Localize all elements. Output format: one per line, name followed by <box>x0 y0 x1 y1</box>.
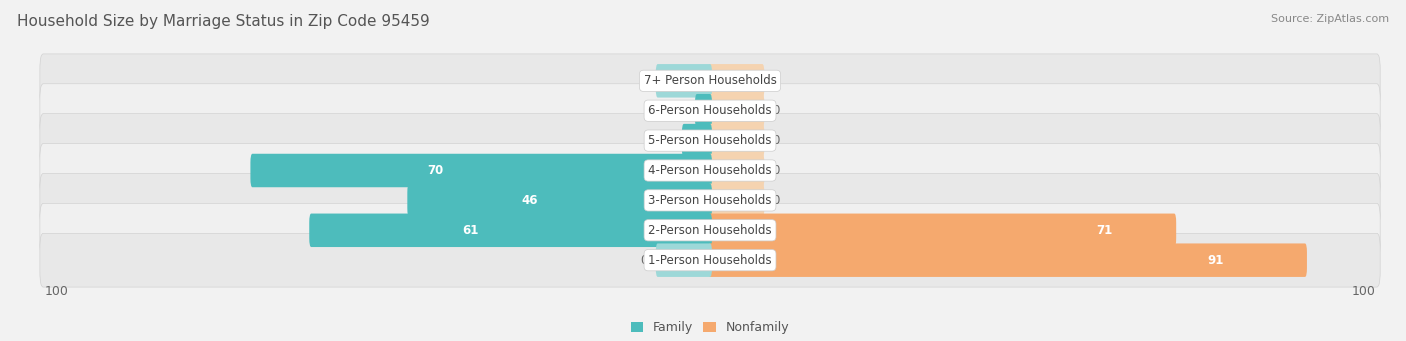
Text: 4: 4 <box>664 134 671 147</box>
Text: 46: 46 <box>522 194 538 207</box>
FancyBboxPatch shape <box>709 184 765 217</box>
Text: 0: 0 <box>772 134 779 147</box>
Text: 0: 0 <box>641 74 648 87</box>
FancyBboxPatch shape <box>709 124 765 157</box>
FancyBboxPatch shape <box>39 203 1381 257</box>
Text: 0: 0 <box>772 194 779 207</box>
FancyBboxPatch shape <box>408 184 711 217</box>
Text: Household Size by Marriage Status in Zip Code 95459: Household Size by Marriage Status in Zip… <box>17 14 430 29</box>
Text: 70: 70 <box>427 164 443 177</box>
Text: 2-Person Households: 2-Person Households <box>648 224 772 237</box>
Text: 71: 71 <box>1097 224 1112 237</box>
Text: 5-Person Households: 5-Person Households <box>648 134 772 147</box>
FancyBboxPatch shape <box>309 213 711 247</box>
Text: 0: 0 <box>772 74 779 87</box>
Text: 2: 2 <box>676 104 683 117</box>
Text: 91: 91 <box>1208 254 1225 267</box>
FancyBboxPatch shape <box>655 64 711 98</box>
Legend: Family, Nonfamily: Family, Nonfamily <box>631 322 789 335</box>
Text: Source: ZipAtlas.com: Source: ZipAtlas.com <box>1271 14 1389 24</box>
FancyBboxPatch shape <box>655 243 711 277</box>
Text: 1-Person Households: 1-Person Households <box>648 254 772 267</box>
FancyBboxPatch shape <box>39 114 1381 167</box>
FancyBboxPatch shape <box>39 54 1381 108</box>
Text: 6-Person Households: 6-Person Households <box>648 104 772 117</box>
FancyBboxPatch shape <box>250 154 711 187</box>
FancyBboxPatch shape <box>39 84 1381 138</box>
FancyBboxPatch shape <box>709 213 1177 247</box>
FancyBboxPatch shape <box>682 124 711 157</box>
FancyBboxPatch shape <box>39 174 1381 227</box>
FancyBboxPatch shape <box>709 94 765 128</box>
FancyBboxPatch shape <box>695 94 711 128</box>
Text: 61: 61 <box>463 224 479 237</box>
Text: 0: 0 <box>641 254 648 267</box>
FancyBboxPatch shape <box>39 233 1381 287</box>
FancyBboxPatch shape <box>39 144 1381 197</box>
Text: 4-Person Households: 4-Person Households <box>648 164 772 177</box>
Text: 0: 0 <box>772 164 779 177</box>
FancyBboxPatch shape <box>709 243 1308 277</box>
FancyBboxPatch shape <box>709 154 765 187</box>
FancyBboxPatch shape <box>709 64 765 98</box>
Text: 0: 0 <box>772 104 779 117</box>
Text: 7+ Person Households: 7+ Person Households <box>644 74 776 87</box>
Text: 3-Person Households: 3-Person Households <box>648 194 772 207</box>
